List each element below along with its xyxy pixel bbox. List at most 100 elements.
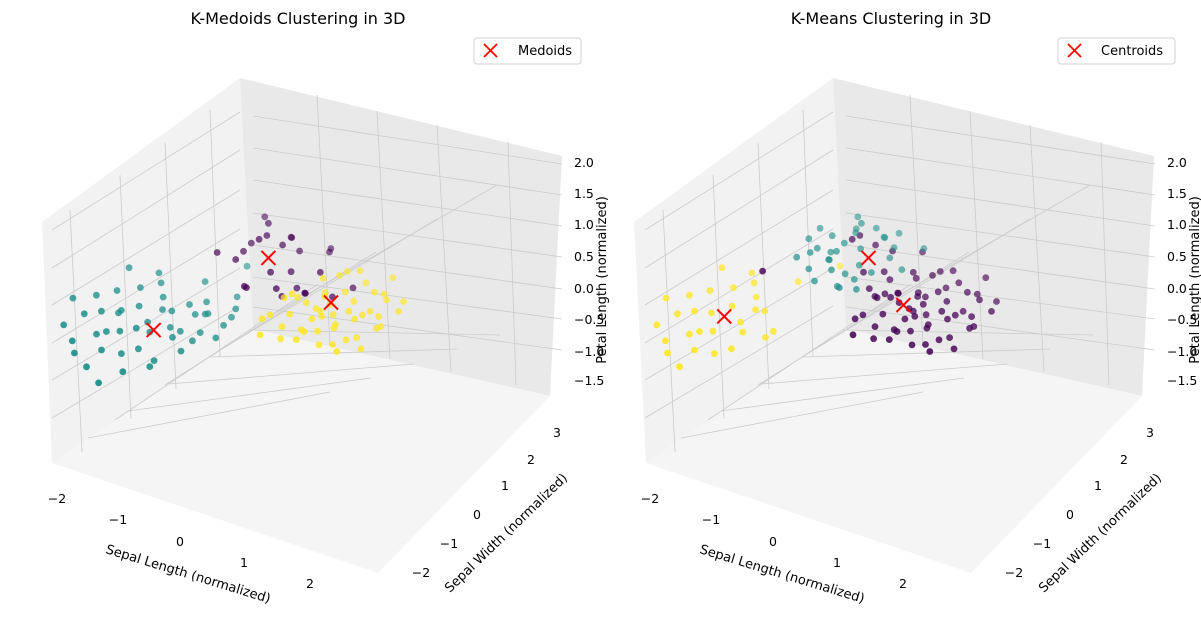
point-yellow xyxy=(331,321,339,328)
floor-gridline xyxy=(841,329,1094,336)
point-teal xyxy=(168,307,176,315)
scatter-points xyxy=(653,213,1000,371)
left-gridline xyxy=(644,149,834,269)
point-teal xyxy=(176,327,184,335)
floor-gridline xyxy=(87,391,331,439)
point-teal xyxy=(828,232,836,240)
left-gridline xyxy=(802,109,814,357)
z-tick-label: −0.5 xyxy=(1167,312,1197,327)
point-purple xyxy=(949,267,957,275)
legend: Centroids xyxy=(1057,37,1176,65)
point-teal xyxy=(196,329,204,336)
point-teal xyxy=(68,337,76,345)
point-purple xyxy=(316,268,324,276)
center-marker xyxy=(145,322,162,338)
point-yellow xyxy=(297,326,305,334)
point-teal xyxy=(71,349,78,357)
point-yellow xyxy=(343,268,351,275)
point-teal xyxy=(159,306,166,313)
back-gridline xyxy=(507,141,517,386)
point-teal xyxy=(146,363,154,370)
y-tick-label: −1 xyxy=(1033,536,1051,551)
point-teal xyxy=(98,307,105,315)
x-tick-label: −1 xyxy=(109,512,127,527)
point-yellow xyxy=(706,287,714,294)
point-yellow xyxy=(708,309,715,317)
point-yellow xyxy=(336,272,343,279)
point-purple xyxy=(261,213,269,221)
z-tick-label: 1.5 xyxy=(1167,186,1187,201)
point-purple xyxy=(912,274,920,282)
point-purple xyxy=(914,293,921,300)
point-yellow xyxy=(370,288,378,296)
point-yellow xyxy=(358,311,366,319)
point-yellow xyxy=(345,307,353,315)
point-purple xyxy=(894,289,902,297)
z-tick-label: −1.5 xyxy=(1167,373,1197,388)
back-gridline xyxy=(252,179,563,227)
point-yellow xyxy=(662,294,670,302)
point-teal xyxy=(146,328,154,336)
z-tick-label: 0.5 xyxy=(1167,249,1187,264)
y-tick-label: 0 xyxy=(473,507,481,522)
point-purple xyxy=(973,290,981,298)
center-marker xyxy=(895,297,912,313)
left-gridline xyxy=(209,109,221,357)
point-yellow xyxy=(286,310,294,318)
point-purple xyxy=(919,300,927,308)
point-purple xyxy=(349,284,357,292)
point-teal xyxy=(816,224,824,232)
point-yellow xyxy=(315,341,323,349)
back-gridline xyxy=(436,124,452,373)
left-gridline xyxy=(51,149,241,269)
left-gridline xyxy=(51,228,241,344)
point-yellow xyxy=(653,321,661,329)
back-gridline xyxy=(845,179,1156,227)
floor-gridline xyxy=(801,348,1051,358)
back-gridline xyxy=(252,212,563,258)
point-yellow xyxy=(278,323,286,330)
center-marker xyxy=(323,294,339,311)
left-gridline xyxy=(119,174,132,420)
point-yellow xyxy=(400,298,407,305)
left-gridline xyxy=(644,228,834,344)
point-yellow xyxy=(318,313,326,320)
back-gridline xyxy=(969,110,984,360)
point-purple xyxy=(955,279,963,287)
left-gridline xyxy=(712,174,725,420)
y-tick-label: −2 xyxy=(412,565,430,580)
point-purple xyxy=(976,296,983,304)
point-yellow xyxy=(380,290,388,298)
x-tick-label: 0 xyxy=(769,534,777,549)
floor-gridline xyxy=(680,391,924,439)
point-teal xyxy=(855,261,863,269)
point-purple xyxy=(908,341,916,349)
left-gridline xyxy=(757,142,770,390)
back-gridline xyxy=(845,276,1156,320)
center-marker xyxy=(716,308,732,325)
z-tick-label: 1.5 xyxy=(574,186,594,201)
point-purple xyxy=(909,307,917,315)
point-teal xyxy=(793,253,801,261)
point-teal xyxy=(69,294,77,302)
point-teal xyxy=(233,293,241,301)
left-gridline xyxy=(164,142,177,390)
left-pane xyxy=(634,78,846,463)
point-yellow xyxy=(762,333,769,341)
point-purple xyxy=(943,298,951,305)
left-gridline xyxy=(662,209,676,453)
point-purple xyxy=(871,323,879,330)
z-tick-label: 1.0 xyxy=(1167,217,1187,232)
point-teal xyxy=(125,264,133,272)
point-teal xyxy=(220,321,228,329)
point-teal xyxy=(895,229,903,237)
point-teal xyxy=(243,262,251,270)
point-teal xyxy=(119,368,127,376)
point-purple xyxy=(950,345,958,353)
point-purple xyxy=(934,288,942,296)
back-gridline xyxy=(252,276,563,320)
point-purple xyxy=(293,284,301,292)
y-tick-label: 3 xyxy=(553,425,561,440)
point-yellow xyxy=(691,307,698,315)
point-purple xyxy=(272,285,280,292)
